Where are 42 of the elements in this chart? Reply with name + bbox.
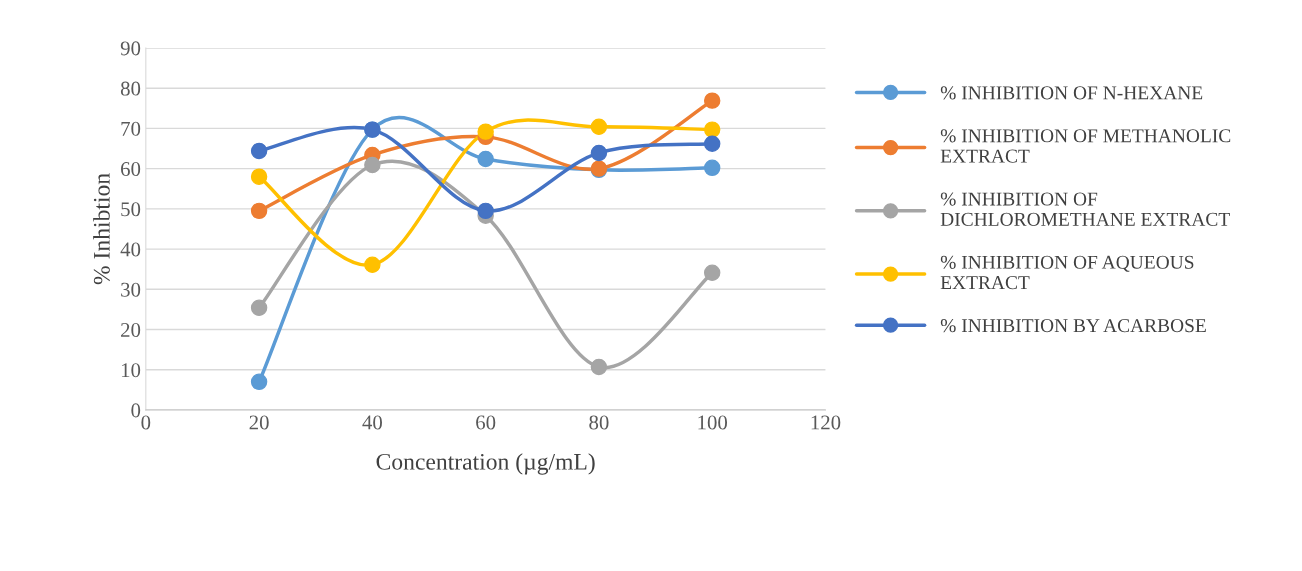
point [250,168,268,185]
y-tick-label: 90 [120,41,141,56]
point [477,202,494,220]
point [477,150,494,168]
x-tick-label: 100 [698,415,728,430]
point [703,121,721,138]
legend-label: % INHIBITION OF METHANOLIC EXTRACT [940,129,1231,163]
point [364,256,381,273]
x-tick-label: 80 [589,415,609,430]
y-tick-label: 50 [121,202,141,217]
x-tick-label: 0 [141,415,151,430]
point [364,156,381,174]
point [590,118,608,136]
point [703,159,721,177]
point [703,92,721,109]
point [590,358,608,376]
point [703,264,721,282]
x-axis-title: Concentration (µg/mL) [376,453,595,475]
y-axis-title: % Inhibtion [93,173,110,285]
y-tick-label: 40 [120,242,141,257]
x-tick-label: 40 [362,415,382,430]
y-tick-label: 80 [120,81,141,96]
point [250,373,268,391]
x-tick-label: 60 [476,415,496,430]
point [250,202,268,220]
point [590,144,608,162]
point [477,123,494,140]
x-tick-label: 120 [811,415,841,430]
legend-label: % INHIBITION OF AQUEOUS EXTRACT [940,255,1194,290]
y-tick-label: 10 [121,363,141,378]
y-tick-label: 60 [121,162,141,177]
legend-label: % INHIBITION OF N-HEXANE [940,86,1203,100]
point [250,142,268,160]
y-tick-label: 70 [121,121,141,136]
x-tick-label: 20 [249,415,269,430]
point [703,135,721,152]
legend-label: % INHIBITION OF DICHLOROMETHANE EXTRACT [940,192,1230,226]
y-tick-label: 20 [121,322,141,337]
y-tick-label: 0 [131,403,141,418]
legend-label: % INHIBITION BY ACARBOSE [940,319,1206,333]
y-tick-label: 30 [121,282,141,297]
point [250,299,268,317]
